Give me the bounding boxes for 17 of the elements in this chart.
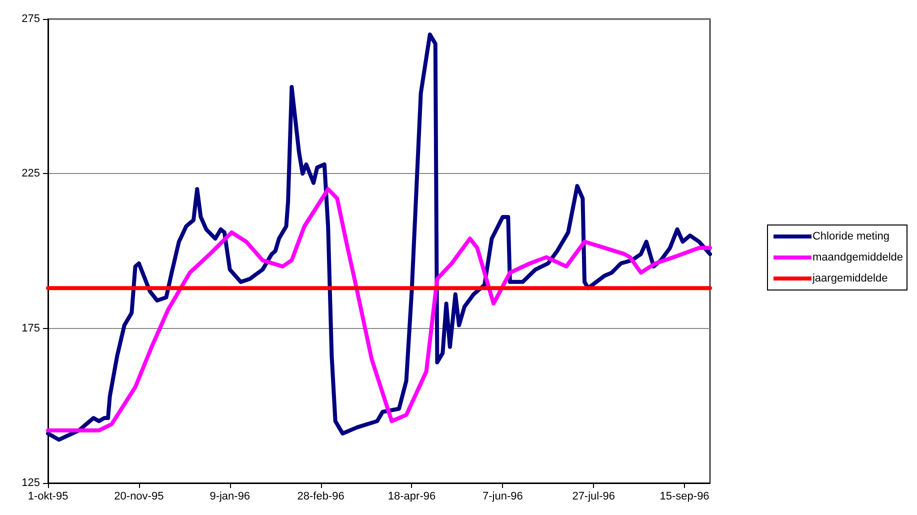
- x-tick-label: 1-okt-95: [28, 490, 68, 502]
- x-tick-label: 18-apr-96: [388, 490, 436, 502]
- x-tick-label: 9-jan-96: [210, 490, 250, 502]
- legend-label: Chloride meting: [812, 230, 890, 242]
- x-tick-label: 27-jul-96: [572, 490, 616, 502]
- line-series: [46, 187, 712, 432]
- x-tick-label: 15-sep-96: [660, 490, 710, 502]
- x-tick-label: 7-jun-96: [482, 490, 523, 502]
- y-tick-label: 275: [22, 13, 40, 25]
- x-tick-label: 28-feb-96: [297, 490, 344, 502]
- y-tick-label: 175: [22, 322, 40, 334]
- y-tick-label: 225: [22, 168, 40, 180]
- line-series: [46, 32, 712, 442]
- x-tick-label: 20-nov-95: [114, 490, 164, 502]
- legend-label: maandgemiddelde: [812, 252, 904, 264]
- legend-label: jaargemiddelde: [811, 272, 888, 284]
- y-tick-label: 125: [22, 477, 40, 489]
